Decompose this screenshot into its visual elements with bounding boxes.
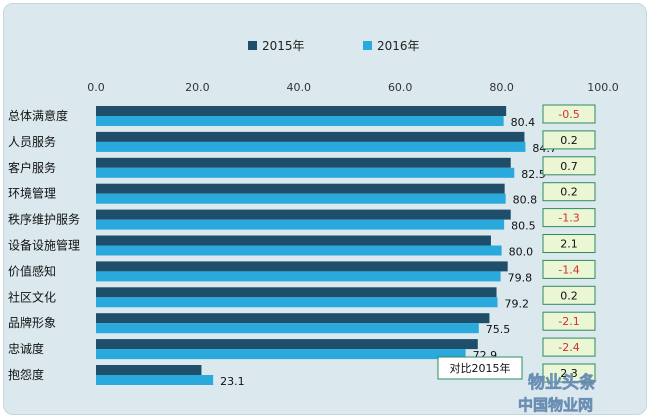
comparison-note-text: 对比2015年 [450, 361, 511, 375]
comparison-box [542, 208, 596, 228]
category-label: 品牌形象 [8, 316, 56, 330]
category-label: 社区文化 [8, 289, 56, 304]
bar-2016 [96, 245, 502, 256]
category-label: 环境管理 [8, 186, 56, 201]
bar-2015 [96, 106, 507, 116]
comparison-value: -0.5 [558, 108, 579, 121]
comparison-box [542, 337, 596, 357]
bar-2015 [96, 235, 491, 246]
data-label-2016: 80.0 [509, 246, 533, 259]
comparison-value: 2.3 [560, 367, 578, 380]
x-axis-ticks: 0.0 20.0 40.0 60.0 80.0 100.0 [87, 81, 619, 94]
bar-2016 [96, 193, 506, 204]
comparison-box [542, 156, 596, 176]
comparison-box [542, 182, 596, 202]
bar-2016 [96, 349, 466, 360]
category-label: 人员服务 [8, 134, 56, 149]
bar-2016 [96, 323, 479, 334]
category-label: 设备设施管理 [8, 238, 80, 253]
comparison-value: -1.3 [558, 212, 579, 225]
data-label-2016: 80.5 [511, 220, 536, 233]
comparison-value: -2.1 [558, 315, 579, 328]
comparison-box [542, 285, 596, 305]
data-label-2016: 82.5 [521, 168, 546, 181]
category-label: 忠诚度 [8, 341, 44, 356]
data-label-2016: 23.1 [220, 375, 245, 388]
comparison-box [542, 259, 596, 279]
data-label-2016: 80.4 [511, 116, 536, 129]
comparison-value: 0.2 [560, 134, 578, 147]
legend-label-2016: 2016年 [377, 39, 420, 53]
comparison-box [542, 234, 596, 253]
bar-2015 [96, 131, 525, 142]
category-label: 总体满意度 [8, 108, 68, 123]
bar-2015 [96, 209, 511, 220]
category-label: 客户服务 [8, 160, 56, 175]
comparison-box [542, 363, 596, 383]
comparison-value: -2.4 [558, 341, 579, 354]
comparison-note-box [437, 356, 523, 380]
x-tick-label: 100.0 [587, 81, 619, 94]
bar-2015 [96, 261, 508, 272]
bar-2016 [96, 375, 214, 385]
bar-2016 [96, 116, 504, 126]
x-tick-label: 80.0 [489, 81, 514, 94]
category-labels: 总体满意度人员服务客户服务环境管理秩序维护服务设备设施管理价值感知社区文化品牌形… [8, 108, 80, 382]
bar-2015 [96, 365, 202, 375]
x-tick-label: 0.0 [87, 81, 105, 94]
category-label: 秩序维护服务 [8, 212, 80, 227]
bar-2016 [96, 297, 498, 308]
x-tick-label: 40.0 [287, 81, 312, 94]
comparison-value: -1.4 [558, 263, 579, 276]
bar-2015 [96, 157, 511, 168]
comparison-value: 0.2 [560, 289, 578, 302]
watermark-line2: 中国物业网 [518, 396, 593, 414]
data-label-2016: 79.2 [505, 297, 530, 310]
comparison-value: 0.7 [560, 160, 578, 173]
bars [96, 106, 526, 385]
comparison-box [542, 311, 596, 331]
comparison-box [542, 104, 596, 124]
legend-label-2015: 2015年 [262, 39, 305, 53]
bar-2016 [96, 219, 505, 230]
data-label-2016: 79.8 [508, 271, 533, 284]
bar-2015 [96, 183, 505, 194]
bar-2016 [96, 141, 526, 152]
legend: 2015年 2016年 [248, 39, 420, 53]
data-label-2016: 75.5 [486, 323, 511, 336]
comparison-note: 对比2015年 [437, 356, 523, 380]
comparison-value: 0.2 [560, 186, 578, 199]
legend-swatch-2016 [363, 41, 372, 50]
watermark-line1: 物业头条 [528, 372, 597, 393]
x-tick-label: 60.0 [388, 81, 413, 94]
comparison-boxes: -0.5 0.2 0.7 0.2 -1.3 2.1 -1.4 0.2 -2.1 -2.4 2.3 [542, 104, 596, 383]
category-label: 价值感知 [8, 263, 56, 278]
legend-swatch-2015 [248, 41, 257, 50]
data-label-2016: 80.8 [513, 194, 538, 207]
comparison-value: 2.1 [560, 238, 578, 251]
bar-2016 [96, 271, 501, 282]
bar-2016 [96, 167, 515, 178]
value-labels: 80.484.782.580.880.580.079.879.275.572.9… [220, 116, 557, 388]
bar-2015 [96, 339, 478, 350]
category-label: 抱怨度 [8, 367, 44, 382]
bar-2015 [96, 287, 497, 298]
bar-2015 [96, 313, 490, 324]
comparison-box [542, 130, 596, 150]
x-tick-label: 20.0 [185, 81, 210, 94]
watermark: 物业头条 中国物业网 [518, 372, 598, 415]
